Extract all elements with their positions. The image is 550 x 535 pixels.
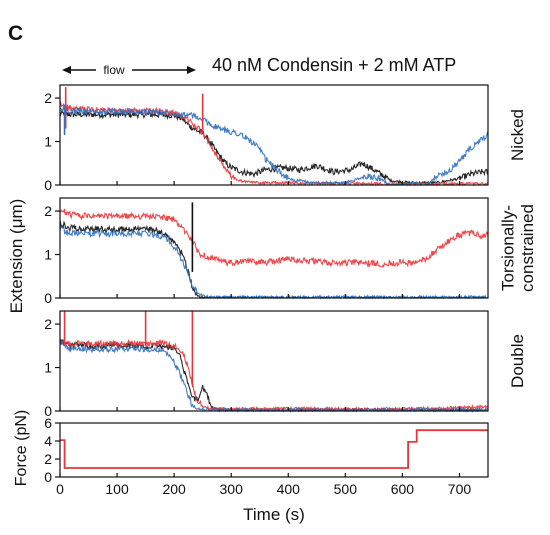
x-axis-label: Time (s) [243,505,305,524]
y-tick-label: 1 [44,134,52,150]
series-line-red [59,208,489,269]
x-tick-label: 700 [448,481,472,497]
flow-arrow-left-head [62,66,71,74]
series-line-red [59,337,489,412]
y-tick-label: 2 [44,203,52,219]
plot-frame [59,197,489,299]
series-line-blue [59,340,489,413]
flow-label: flow [103,63,125,77]
y-tick-label: 1 [44,247,52,263]
y-tick-label: 0 [44,403,52,419]
y-tick-label: 0 [44,177,52,193]
series-line-black [59,108,489,186]
series-line-blue [59,105,489,187]
x-tick-label: 500 [334,481,358,497]
y-tick-label: 0 [44,469,52,485]
y-tick-label: 0 [44,290,52,306]
y-tick-label: 2 [44,316,52,332]
shared-y-axis-label: Extension (μm) [7,199,26,314]
condition-title: 40 nM Condensin + 2 mM ATP [212,55,456,75]
series-line-force [60,429,488,469]
x-tick-label: 300 [220,481,244,497]
panel-letter: C [8,22,23,45]
flow-indicator: flow [62,63,196,77]
plot-frame [59,422,489,478]
panels: 0 1 2 Nicked 0 1 2 Torsionally-constrained 0 1 2 Do… [13,84,538,524]
y-tick-label: 2 [44,451,52,467]
x-tick-label: 200 [162,481,186,497]
panel-nicked: 0 1 2 Nicked [44,84,527,193]
y-tick-label: 1 [44,360,52,376]
x-tick-label: 600 [391,481,415,497]
panel-torsionally-constrained: 0 1 2 Torsionally-constrained [44,197,538,306]
panel-double: 0 1 2 Double [44,310,527,419]
force-y-axis-label: Force (pN) [13,410,30,486]
panel-title: Nicked [508,109,527,161]
flow-arrow-right-head [187,66,196,74]
plot-frame [59,84,489,186]
y-tick-label: 2 [44,90,52,106]
y-tick-label: 6 [44,415,52,431]
panel-title: Torsionally-constrained [499,204,538,292]
plot-frame [59,310,489,412]
x-tick-label: 400 [277,481,301,497]
x-tick-label: 0 [56,481,64,497]
x-tick-label: 100 [105,481,129,497]
y-tick-label: 4 [44,433,52,449]
panel-title: Double [508,334,527,388]
